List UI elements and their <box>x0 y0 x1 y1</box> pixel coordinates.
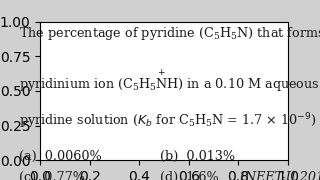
Text: pyridinium ion ($\mathregular{C_5H_5\overset{+}{N}H}$) in a 0.10 M aqueous: pyridinium ion ($\mathregular{C_5H_5\ove… <box>19 68 319 94</box>
Text: (c)  0.77%: (c) 0.77% <box>19 171 84 180</box>
Text: The percentage of pyridine ($\mathregular{C_5H_5N}$) that forms: The percentage of pyridine ($\mathregula… <box>19 25 320 42</box>
Text: (d)  1.6%: (d) 1.6% <box>160 171 235 180</box>
Text: pyridine solution ($K_b$ for $\mathregular{C_5H_5N}$ = 1.7 $\times$ 10$^{-9}$) i: pyridine solution ($K_b$ for $\mathregul… <box>19 111 320 131</box>
Text: (b)  0.013%: (b) 0.013% <box>160 149 235 163</box>
Text: (NEET-II 2016): (NEET-II 2016) <box>240 171 320 180</box>
Text: (a)  0.0060%: (a) 0.0060% <box>19 149 101 163</box>
